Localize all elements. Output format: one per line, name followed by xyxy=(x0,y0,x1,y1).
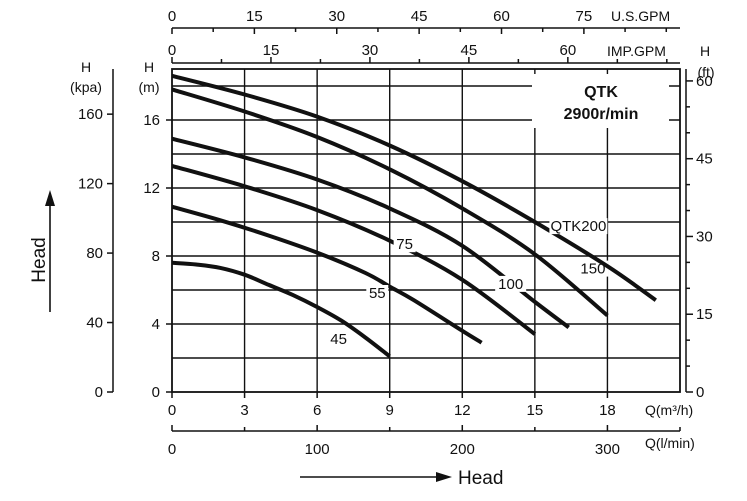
y-tick-label-kpa: 40 xyxy=(86,315,103,332)
x-tick-label-usgpm: 45 xyxy=(411,8,428,25)
top-axis-label-usgpm: U.S.GPM xyxy=(611,8,670,24)
x-tick-label-usgpm: 0 xyxy=(168,8,176,25)
plot-frame xyxy=(171,68,681,393)
chart-subtitle: 2900r/min xyxy=(564,106,639,123)
x-tick-label-impgpm: 0 xyxy=(168,42,176,59)
curve-label-bg xyxy=(327,330,350,347)
y-tick-label-kpa: 160 xyxy=(78,106,103,123)
curve-label-bg xyxy=(495,275,527,292)
curve-label-100: 100 xyxy=(498,276,523,293)
x-tick-label-m3h: 6 xyxy=(313,402,321,419)
y-tick-label-ft: 30 xyxy=(696,228,713,245)
curve-label-75: 75 xyxy=(396,236,413,253)
x-tick-label-impgpm: 15 xyxy=(263,42,280,59)
x-axis-label-m3h: Q(m³/h) xyxy=(645,402,693,418)
y-tick-label-ft: 45 xyxy=(696,151,713,168)
x-tick-label-m3h: 0 xyxy=(168,402,176,419)
y-tick-label-m: 4 xyxy=(152,316,160,333)
x-tick-label-lmin: 300 xyxy=(595,441,620,458)
x-axis-label-lmin: Q(l/min) xyxy=(645,435,695,451)
x-tick-label-usgpm: 75 xyxy=(576,8,593,25)
x-tick-label-m3h: 15 xyxy=(527,402,544,419)
x-tick-label-impgpm: 30 xyxy=(362,42,379,59)
curve-label-150: 150 xyxy=(580,261,605,278)
curve-label-bg xyxy=(577,260,609,277)
y-axis-unit-kpa: (kpa) xyxy=(70,79,102,95)
y-tick-label-ft: 0 xyxy=(696,384,704,401)
x-tick-label-m3h: 3 xyxy=(240,402,248,419)
curve-qtk200 xyxy=(171,73,657,302)
y-axis-h-label-m: H xyxy=(144,59,154,75)
x-tick-label-impgpm: 60 xyxy=(560,42,577,59)
curve-label-bg xyxy=(366,285,389,301)
x-tick-label-impgpm: 45 xyxy=(461,42,478,59)
y-axis-h-label-ft: H xyxy=(700,43,710,59)
x-tick-label-m3h: 18 xyxy=(599,402,616,419)
x-tick-label-usgpm: 60 xyxy=(493,8,510,25)
curve-layer: 45 55 75 100 150 QTK200 xyxy=(171,73,657,358)
x-tick-label-usgpm: 30 xyxy=(328,8,345,25)
curve-45 xyxy=(171,260,391,358)
y-tick-label-kpa: 0 xyxy=(95,384,103,401)
top-axis-label-impgpm: IMP.GPM xyxy=(607,43,666,59)
side-label-horizontal-head: Head xyxy=(458,468,503,489)
y-tick-label-ft: 60 xyxy=(696,73,713,90)
y-tick-label-kpa: 120 xyxy=(78,176,103,193)
curve-label-45: 45 xyxy=(330,331,347,348)
curve-75 xyxy=(171,163,537,336)
x-tick-label-lmin: 0 xyxy=(168,441,176,458)
curve-55 xyxy=(171,204,483,345)
curve-label-bg xyxy=(549,218,608,235)
curve-label-bg xyxy=(393,236,416,253)
y-tick-label-m: 0 xyxy=(152,384,160,401)
curve-150 xyxy=(171,87,609,318)
chart-title: QTK xyxy=(584,84,618,101)
x-tick-label-lmin: 200 xyxy=(450,441,475,458)
y-tick-label-m: 8 xyxy=(152,248,160,265)
horizontal-head-arrow-head xyxy=(436,472,452,482)
legend-box xyxy=(532,74,669,128)
x-tick-label-m3h: 12 xyxy=(454,402,471,419)
y-tick-label-m: 12 xyxy=(143,180,160,197)
y-axis-unit-m: (m) xyxy=(139,79,160,95)
x-tick-label-lmin: 100 xyxy=(305,441,330,458)
y-tick-label-kpa: 80 xyxy=(86,245,103,262)
curve-100 xyxy=(171,136,570,329)
y-axis-h-label-kpa: H xyxy=(81,59,91,75)
y-tick-label-m: 16 xyxy=(143,112,160,129)
curve-label-qtk200: QTK200 xyxy=(550,218,606,235)
x-tick-label-usgpm: 15 xyxy=(246,8,263,25)
x-tick-label-m3h: 9 xyxy=(386,402,394,419)
y-axis-unit-ft: (ft) xyxy=(697,64,714,80)
curve-label-55: 55 xyxy=(369,285,386,302)
y-tick-label-ft: 15 xyxy=(696,306,713,323)
side-label-vertical-head: Head xyxy=(29,237,50,282)
vertical-head-arrow-head xyxy=(45,190,55,206)
